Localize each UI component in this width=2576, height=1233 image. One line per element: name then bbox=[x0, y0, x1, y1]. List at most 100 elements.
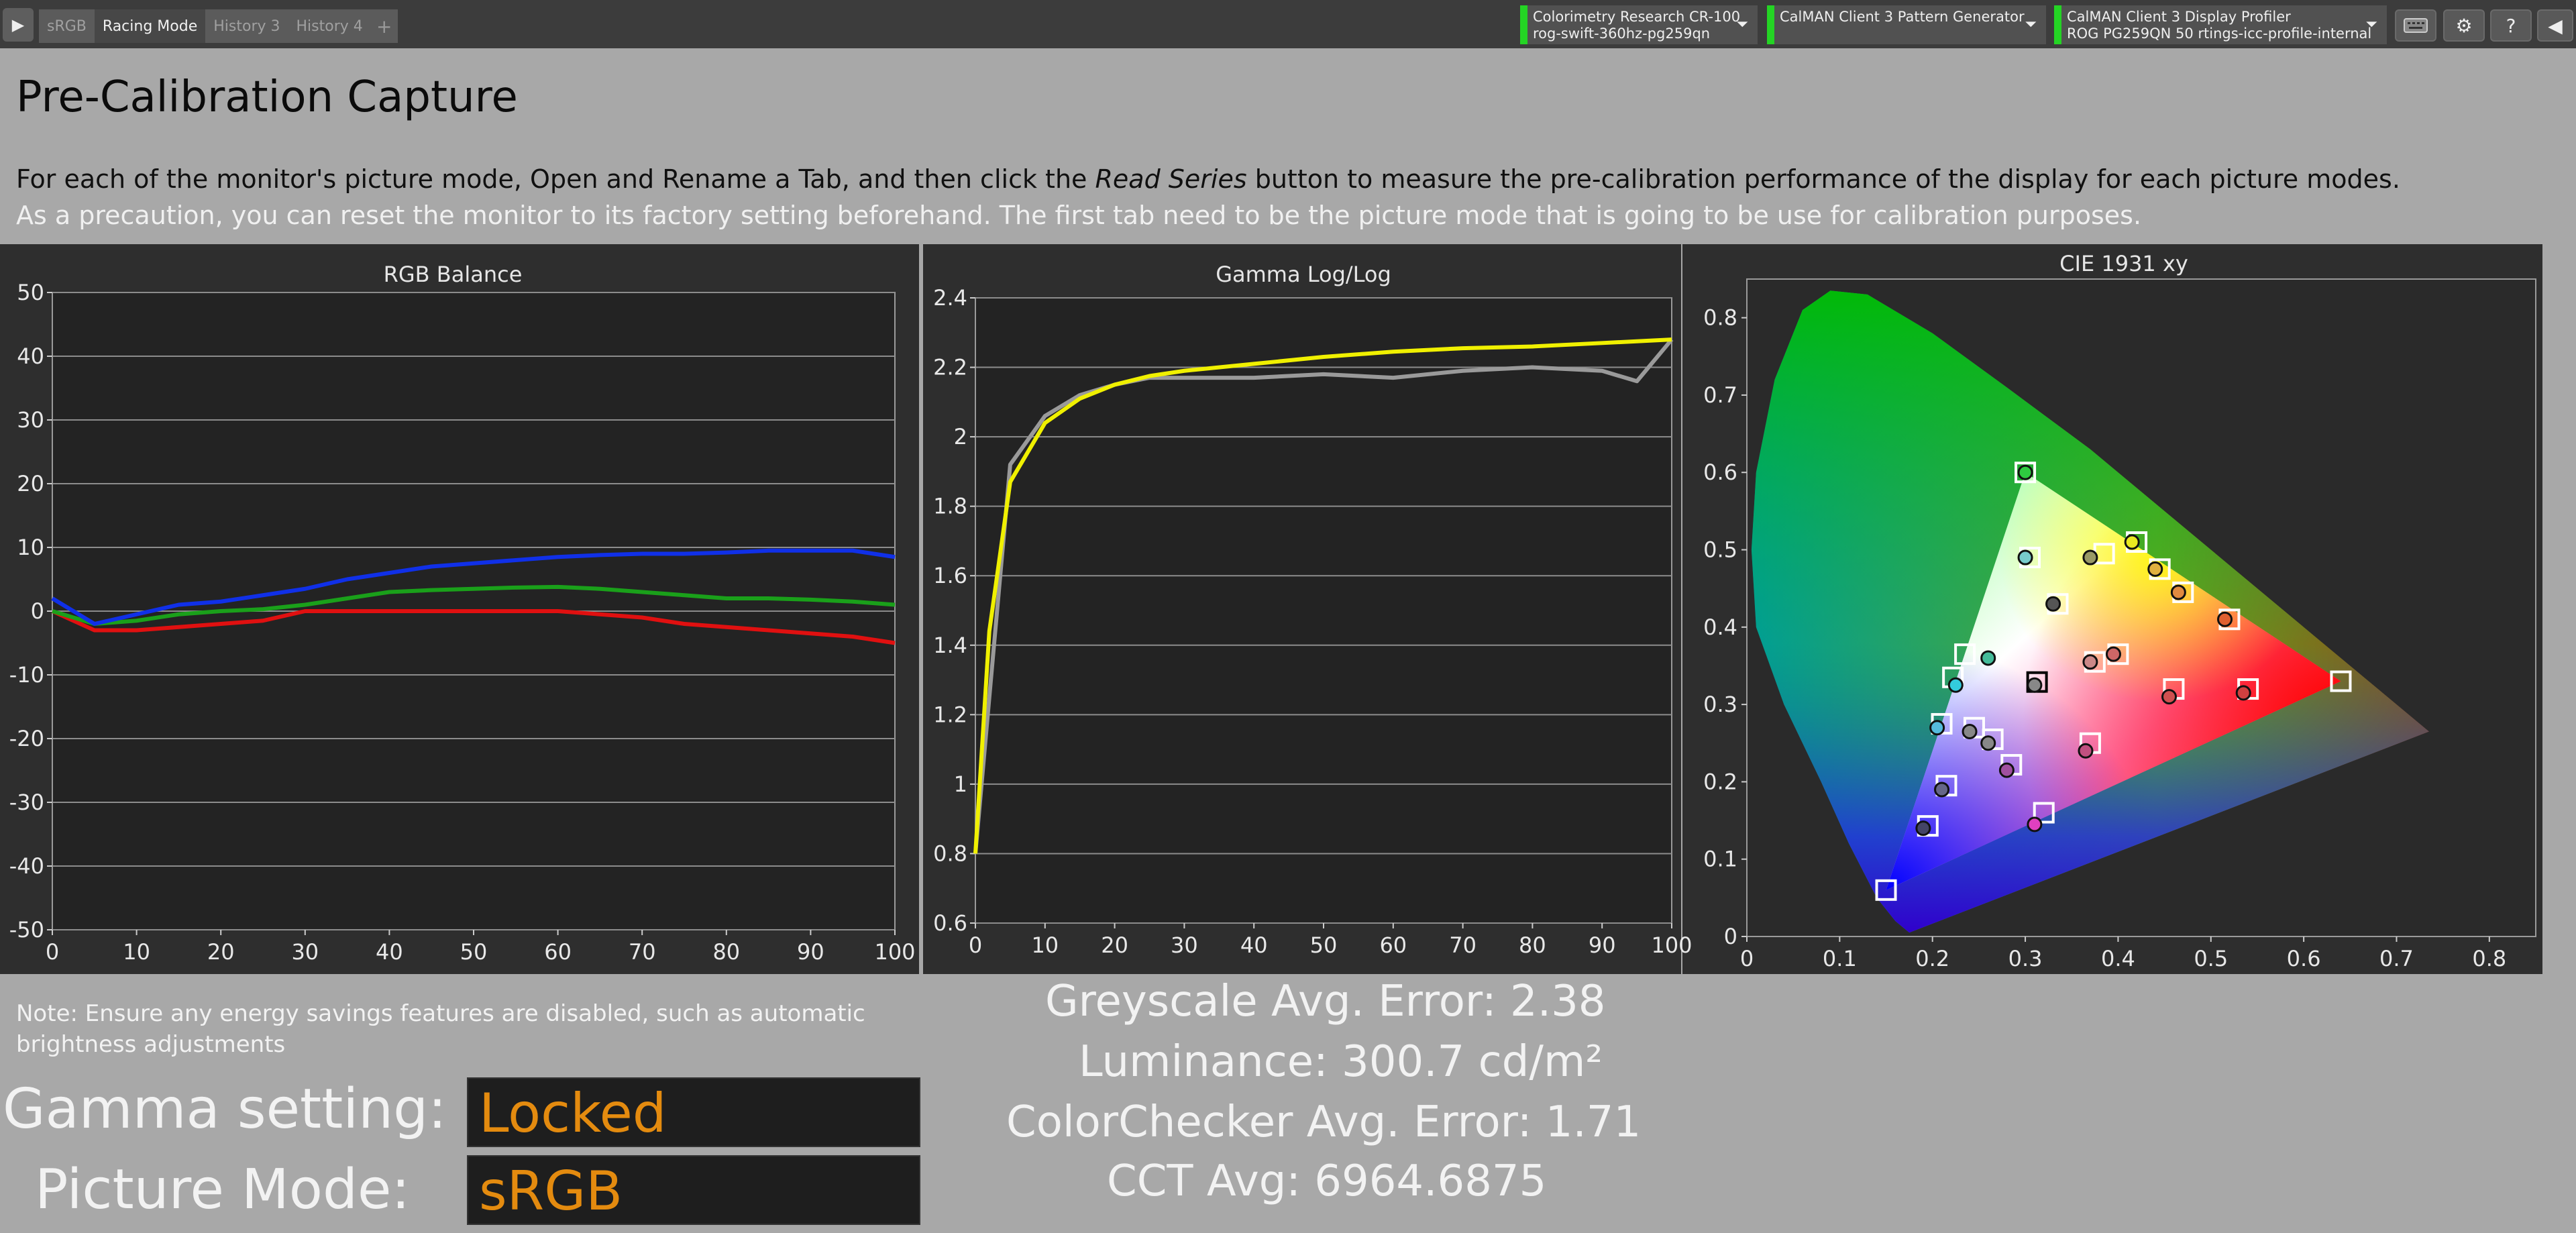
cie-xtick-label: 0.2 bbox=[1915, 946, 1949, 971]
display-profile-selector[interactable]: CalMAN Client 3 Display Profiler ROG PG2… bbox=[2054, 5, 2387, 44]
cie-measured-point bbox=[2017, 549, 2033, 566]
cie-measured-point bbox=[2124, 534, 2140, 550]
gamma-series-line-1 bbox=[973, 337, 1672, 854]
chevron-down-icon[interactable]: ⏷ bbox=[2365, 16, 2377, 33]
page-title: Pre-Calibration Capture bbox=[16, 72, 518, 122]
gamma-xtick-label: 20 bbox=[1101, 932, 1128, 958]
cie-measured-point bbox=[1929, 720, 1945, 736]
gamma-series-line-0 bbox=[973, 338, 1674, 854]
tab-history-4[interactable]: History 4 bbox=[296, 17, 363, 35]
cie-target-square bbox=[2015, 462, 2037, 484]
read-series-emphasis: Read Series bbox=[1095, 164, 1247, 194]
cie-measured-point bbox=[2105, 646, 2121, 662]
gamma-setting-value: Locked bbox=[467, 1077, 920, 1147]
gamma-chart: 2.4 2.2 2 1.8 1.6 1.4 1.2 1 0.8 0.60 10 20 30 40 50 60 7… bbox=[933, 285, 1692, 958]
cie-measured-point bbox=[1980, 735, 1996, 751]
rgb-balance-ytick-label: -10 bbox=[9, 662, 44, 688]
gamma-ytick-label: 1.4 bbox=[933, 633, 967, 658]
cie-target-square bbox=[1875, 879, 1897, 901]
energy-savings-note: Note: Ensure any energy savings features… bbox=[16, 1000, 865, 1058]
cie-ytick-label: 0.5 bbox=[1703, 537, 1737, 563]
cie-measured-point bbox=[2147, 561, 2163, 577]
rgb-balance-ytick-label: -30 bbox=[9, 790, 44, 815]
gamma-ytick-label: 1.8 bbox=[933, 494, 967, 519]
rgb-balance-xtick-label: 50 bbox=[460, 939, 488, 965]
gamma-xtick-label: 10 bbox=[1031, 932, 1059, 958]
add-tab-button[interactable]: + bbox=[376, 15, 392, 38]
gamma-xtick-label: 60 bbox=[1379, 932, 1407, 958]
chevron-down-icon[interactable]: ⏷ bbox=[1736, 16, 1748, 33]
gamma-plot-area bbox=[975, 297, 1672, 924]
cie-ytick-label: 0.1 bbox=[1703, 847, 1737, 872]
instructions-part2: button to measure the pre-calibration pe… bbox=[1246, 164, 2400, 194]
display-profile-title: CalMAN Client 3 Display Profiler bbox=[2067, 9, 2291, 25]
colorchecker-avg-error: ColorChecker Avg. Error: 1.71 bbox=[1006, 1097, 1642, 1147]
rgb-balance-ytick-label: 50 bbox=[17, 280, 44, 305]
chevron-down-icon[interactable]: ⏷ bbox=[2025, 16, 2037, 33]
cie-xtick-label: 0 bbox=[1740, 946, 1754, 971]
rgb-balance-xtick-label: 0 bbox=[46, 939, 59, 965]
rgb-balance-ytick-label: 20 bbox=[17, 471, 44, 496]
cie-measured-point bbox=[1962, 723, 1978, 739]
gamma-xtick-label: 70 bbox=[1449, 932, 1477, 958]
cie-measured-point bbox=[2045, 596, 2061, 612]
rgb-balance-xtick-label: 100 bbox=[874, 939, 915, 965]
rgb-balance-xtick-label: 20 bbox=[207, 939, 235, 965]
rgb-balance-series-line-1 bbox=[52, 584, 896, 626]
cie-measured-point bbox=[1934, 782, 1950, 798]
cie-xtick-label: 0.5 bbox=[2194, 946, 2228, 971]
cie-measured-point bbox=[2082, 549, 2098, 566]
cie-xtick-label: 0.3 bbox=[2008, 946, 2043, 971]
cie-measured-point bbox=[2017, 464, 2033, 480]
gamma-ytick-label: 1 bbox=[954, 771, 967, 797]
gamma-ytick-label: 1.2 bbox=[933, 702, 967, 727]
top-toolbar: ▶ sRGB Racing Mode History 3 History 4 +… bbox=[0, 0, 2576, 48]
rgb-balance-ytick-label: -40 bbox=[9, 853, 44, 879]
instructions-part1: For each of the monitor's picture mode, … bbox=[16, 164, 1095, 194]
gamma-ytick-label: 2.4 bbox=[933, 285, 967, 311]
cie-chart: 0.8 0.7 0.6 0.5 0.4 0.3 0.2 0.1 00 0.1 0.2 0.3 0.4 0.… bbox=[1703, 278, 2536, 971]
rgb-balance-series-line-2 bbox=[51, 548, 896, 626]
cie-xtick-label: 0.1 bbox=[1823, 946, 1857, 971]
rgb-balance-ytick-label: 0 bbox=[31, 598, 44, 624]
rgb-balance-ytick-label: -50 bbox=[9, 917, 44, 943]
picture-mode-label: Picture Mode: bbox=[35, 1158, 411, 1222]
cie-ytick-label: 0.7 bbox=[1703, 382, 1737, 408]
gamma-title: Gamma Log/Log bbox=[1216, 262, 1391, 287]
keyboard-icon[interactable] bbox=[2395, 9, 2436, 42]
cie-measured-point bbox=[1980, 650, 1996, 666]
pattern-generator-title: CalMAN Client 3 Pattern Generator bbox=[1780, 9, 2025, 25]
cie-measured-point bbox=[2217, 611, 2233, 627]
collapse-left-icon[interactable]: ◀ bbox=[2537, 9, 2573, 42]
rgb-balance-xtick-label: 80 bbox=[712, 939, 740, 965]
help-icon[interactable]: ? bbox=[2490, 9, 2532, 42]
gamma-setting-label: Gamma setting: bbox=[3, 1077, 447, 1141]
cie-ytick-label: 0 bbox=[1724, 924, 1737, 949]
cie-xtick-label: 0.4 bbox=[2101, 946, 2135, 971]
cie-ytick-label: 0.2 bbox=[1703, 769, 1737, 794]
pattern-generator-selector[interactable]: CalMAN Client 3 Pattern Generator ⏷ bbox=[1767, 5, 2046, 44]
gear-icon[interactable]: ⚙ bbox=[2443, 9, 2485, 42]
cie-xtick-label: 0.8 bbox=[2472, 946, 2506, 971]
cct-avg: CCT Avg: 6964.6875 bbox=[1107, 1157, 1547, 1206]
display-profile-subtitle: ROG PG259QN 50 rtings-icc-profile-intern… bbox=[2067, 25, 2372, 42]
rgb-balance-xtick-label: 70 bbox=[629, 939, 656, 965]
cie-ytick-label: 0.4 bbox=[1703, 614, 1737, 640]
cie-measured-point bbox=[2170, 584, 2186, 600]
rgb-balance-xtick-label: 90 bbox=[797, 939, 824, 965]
tab-racing-mode[interactable]: Racing Mode bbox=[94, 9, 206, 43]
cie-measured-point bbox=[1947, 677, 1964, 693]
tab-srgb[interactable]: sRGB bbox=[47, 17, 87, 35]
cie-measured-point bbox=[2027, 816, 2043, 833]
cie-measured-point bbox=[2082, 654, 2098, 670]
cie-measured-point bbox=[1998, 762, 2015, 778]
tab-history-3[interactable]: History 3 bbox=[213, 17, 280, 35]
cie-ytick-label: 0.6 bbox=[1703, 460, 1737, 485]
picture-mode-value: sRGB bbox=[467, 1155, 920, 1225]
cie-xtick-label: 0.7 bbox=[2379, 946, 2414, 971]
play-icon[interactable]: ▶ bbox=[3, 8, 34, 42]
cie-xtick-label: 0.6 bbox=[2287, 946, 2321, 971]
meter-selector[interactable]: Colorimetry Research CR-100 rog-swift-36… bbox=[1520, 5, 1758, 44]
